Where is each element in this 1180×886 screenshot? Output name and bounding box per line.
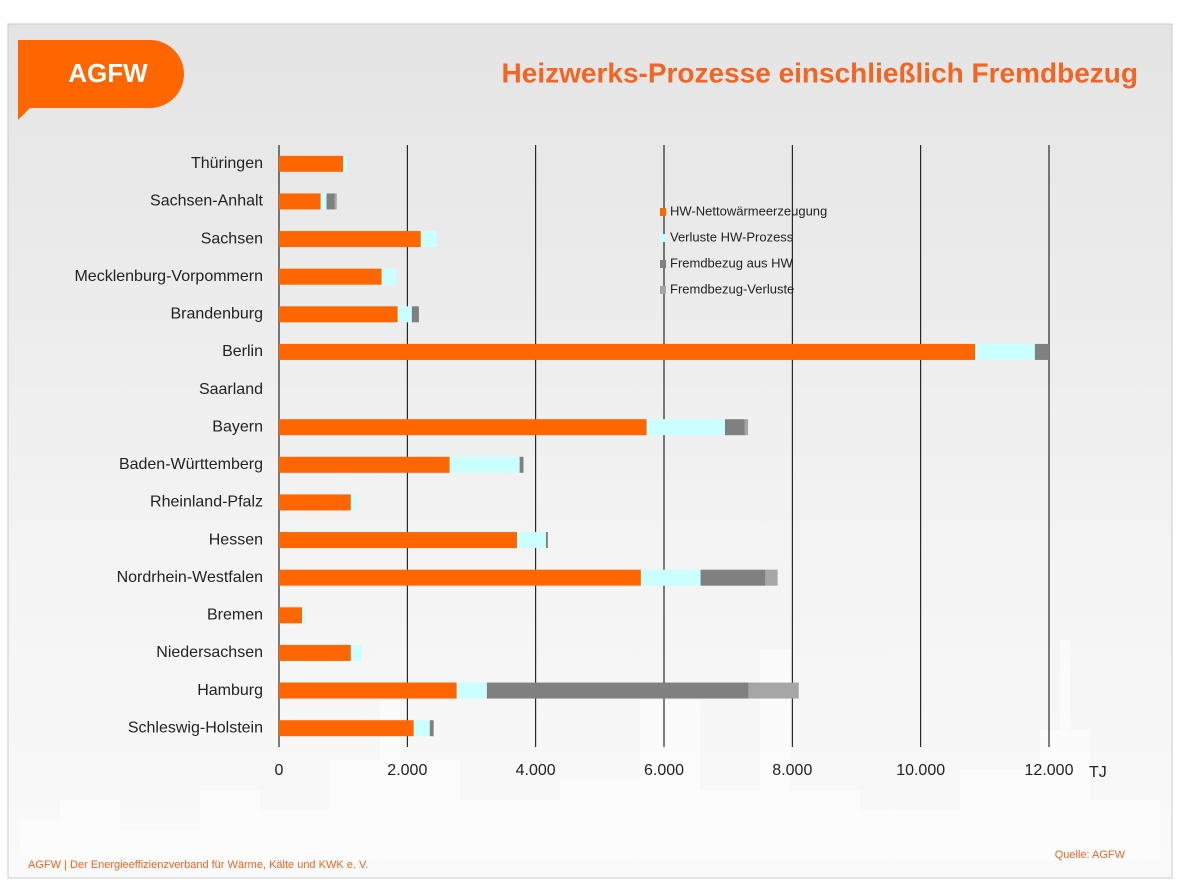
bar-segment [546,532,548,548]
bar-segment [321,193,327,209]
bar-segment [279,344,975,360]
bar-segment [279,269,382,285]
y-tick-label: Bremen [207,607,263,624]
y-tick-label: Hessen [209,531,263,548]
legend-marker [660,286,666,294]
x-tick-label: 0 [275,762,284,779]
bar-segment [279,494,351,510]
legend-label: Fremdbezug-Verluste [670,281,794,296]
legend-marker [660,260,666,268]
slide-background [8,24,1172,878]
bar-segment [279,645,351,661]
y-tick-label: Rheinland-Pfalz [150,494,263,511]
legend-label: Verluste HW-Prozess [670,229,794,244]
x-unit: TJ [1089,764,1107,781]
bar-segment [517,532,546,548]
bar-segment [382,269,397,285]
x-tick-label: 4.000 [516,762,556,779]
bar-segment [279,231,421,247]
y-tick-label: Hamburg [197,682,263,699]
bar-segment [430,720,434,736]
y-tick-label: Nordrhein-Westfalen [117,569,263,586]
legend-marker [660,208,666,216]
x-tick-label: 10.000 [896,762,945,779]
y-tick-label: Thüringen [191,155,263,172]
bar-segment [279,306,398,322]
x-tick-label: 8.000 [772,762,812,779]
y-tick-label: Baden-Württemberg [119,456,263,473]
bar-segment [351,645,362,661]
legend-label: Fremdbezug aus HW [670,255,794,270]
source: Quelle: AGFW [1055,849,1126,861]
bar-segment [1035,344,1049,360]
bar-segment [335,193,337,209]
bar-segment [279,720,414,736]
bar-segment [279,532,517,548]
bar-segment [450,457,520,473]
bar-segment [749,683,799,699]
bar-segment [975,344,1035,360]
y-tick-label: Schleswig-Holstein [128,719,263,736]
y-tick-label: Saarland [199,381,263,398]
slide: AGFW Heizwerks-Prozesse einschließlich F… [0,0,1180,886]
bar-segment [398,306,412,322]
y-tick-label: Sachsen-Anhalt [150,193,264,210]
bar-segment [647,419,725,435]
legend-label: HW-Nettowärmeerzeugung [670,203,827,218]
bar-segment [487,683,749,699]
bar-segment [745,419,748,435]
x-tick-label: 12.000 [1025,762,1074,779]
x-tick-label: 2.000 [387,762,427,779]
bar-segment [279,193,321,209]
y-tick-label: Bayern [212,418,263,435]
bar-segment [421,231,437,247]
bar-segment [279,570,641,586]
bar-segment [279,419,647,435]
bar-segment [279,156,343,172]
legend-marker [660,234,666,242]
bar-segment [641,570,701,586]
bar-segment [412,306,419,322]
bar-segment [725,419,745,435]
bar-segment [414,720,430,736]
bar-segment [279,683,457,699]
y-tick-label: Brandenburg [170,306,263,323]
y-tick-label: Niedersachsen [156,644,263,661]
bar-segment [343,156,347,172]
chart-title: Heizwerks-Prozesse einschließlich Fremdb… [502,57,1138,88]
bar-segment [279,607,302,623]
bar-segment [765,570,777,586]
bar-segment [520,457,524,473]
bar-segment [457,683,487,699]
bar-segment [279,457,450,473]
bar-segment [351,494,357,510]
y-tick-label: Mecklenburg-Vorpommern [74,268,263,285]
y-tick-label: Berlin [222,343,263,360]
bar-segment [302,607,305,623]
footer: AGFW | Der Energieeffizienzverband für W… [28,859,368,871]
x-tick-label: 6.000 [644,762,684,779]
bar-segment [326,193,334,209]
y-tick-label: Sachsen [201,230,263,247]
bar-segment [701,570,766,586]
logo-text: AGFW [68,58,148,88]
